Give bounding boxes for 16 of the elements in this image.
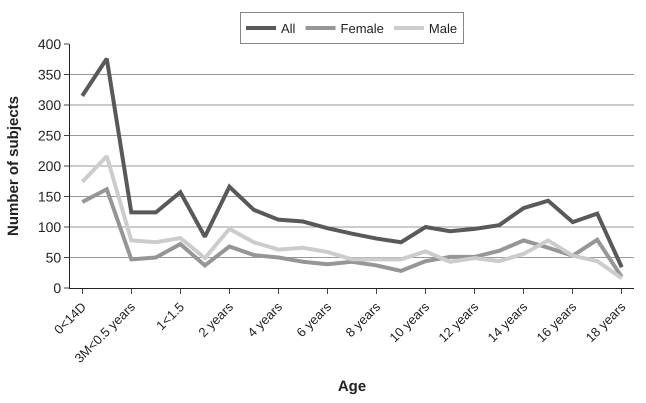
y-tick-label: 300: [38, 96, 62, 113]
legend-label: Female: [340, 21, 384, 36]
y-tick-label: 250: [38, 127, 62, 144]
line-series: [80, 56, 624, 270]
y-tick-label: 0: [53, 280, 62, 296]
line-series: [80, 154, 624, 280]
legend-label: Male: [428, 21, 458, 36]
y-axis-title: Number of subjects: [5, 96, 22, 236]
x-axis-title: Age: [338, 378, 366, 395]
y-tick-label: 100: [38, 218, 62, 235]
y-tick-label: 200: [38, 158, 62, 174]
y-tick-label: 50: [46, 249, 62, 266]
y-tick-label: 400: [38, 36, 62, 52]
y-tick-label: 350: [38, 66, 62, 82]
legend-label: All: [281, 21, 296, 36]
y-tick-label: 150: [38, 188, 62, 204]
